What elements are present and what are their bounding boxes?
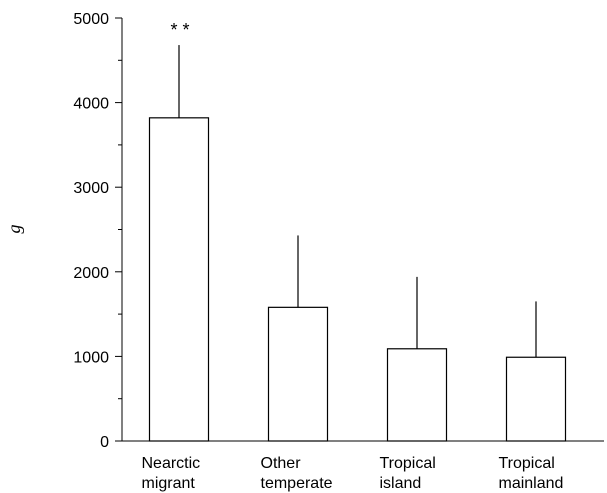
bar xyxy=(505,356,567,442)
y-axis: 0 1000 2000 3000 4000 5000 xyxy=(73,11,123,451)
y-tick-label: 5000 xyxy=(73,11,109,28)
y-tick-label: 0 xyxy=(100,434,109,451)
y-tick-label: 2000 xyxy=(73,265,109,282)
y-tick-label: 1000 xyxy=(73,349,109,366)
category-label: Nearctic migrant xyxy=(142,455,201,492)
category-label: Tropical island xyxy=(380,455,436,492)
significance-annotation: * * xyxy=(170,20,189,40)
category-label-line: temperate xyxy=(261,475,333,492)
category-label-line: Other xyxy=(261,455,302,472)
y-tick-label: 4000 xyxy=(73,96,109,113)
bars xyxy=(148,45,567,442)
category-label-line: island xyxy=(380,475,422,492)
annotations: * * xyxy=(170,20,189,40)
bar xyxy=(386,348,448,442)
y-tick-label: 3000 xyxy=(73,180,109,197)
category-label-line: Tropical xyxy=(380,455,436,472)
category-label-line: Nearctic xyxy=(142,455,201,472)
category-label: Other temperate xyxy=(261,455,333,492)
bar xyxy=(267,306,329,442)
category-label-line: Tropical xyxy=(499,455,555,472)
category-label-line: migrant xyxy=(142,475,196,492)
category-labels: Nearctic migrant Other temperate Tropical isl… xyxy=(142,455,564,492)
bar xyxy=(148,117,210,442)
y-axis-label: g xyxy=(4,225,24,234)
category-label: Tropical mainland xyxy=(499,455,564,492)
category-label-line: mainland xyxy=(499,475,564,492)
